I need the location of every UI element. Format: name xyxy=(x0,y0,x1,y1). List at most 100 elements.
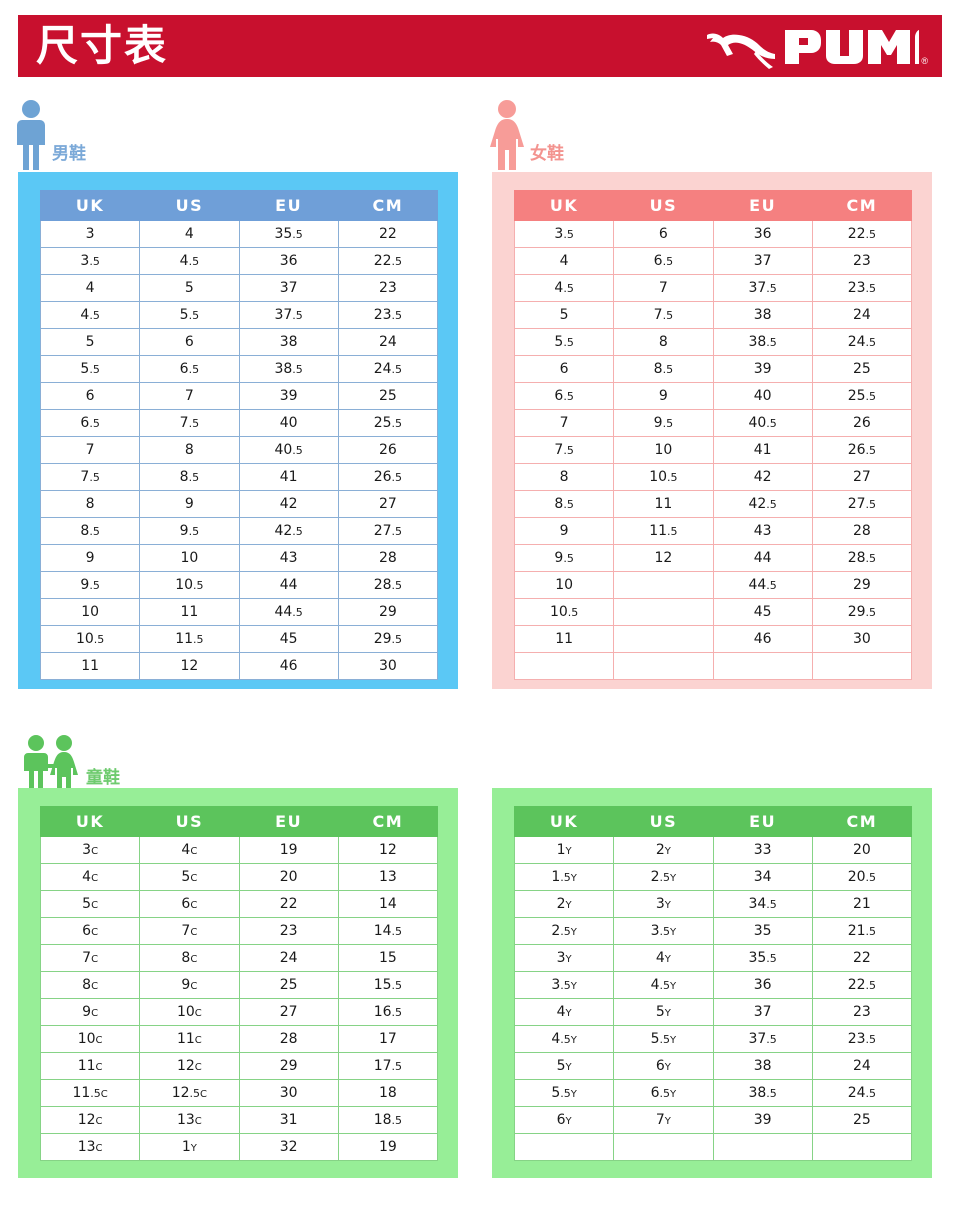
table-cell-us: 4Y xyxy=(613,944,714,972)
table-cell-uk: 8 xyxy=(513,463,615,491)
section-label-men-text: 男鞋 xyxy=(52,144,86,164)
column-header-us: US xyxy=(613,806,714,837)
table-cell-cm: 28.5 xyxy=(337,571,439,599)
table-row: 7 8 40.5 26 xyxy=(39,436,439,464)
table-cell-eu: 38 xyxy=(712,301,813,329)
section-label-men: 男鞋 xyxy=(14,98,86,170)
table-cell-cm: 24 xyxy=(811,301,913,329)
table-cell-eu xyxy=(712,652,813,680)
table-cell-us: 4C xyxy=(139,836,240,864)
table-cell-uk: 9.5 xyxy=(513,544,615,572)
table-cell-uk: 4.5Y xyxy=(513,1025,615,1053)
table-cell-cm: 23.5 xyxy=(337,301,439,329)
table-cell-us: 7.5 xyxy=(613,301,714,329)
table-cell-cm: 24 xyxy=(337,328,439,356)
column-header-uk: UK xyxy=(39,190,141,221)
table-cell-us: 4.5 xyxy=(139,247,240,275)
table-cell-us: 11.5 xyxy=(139,625,240,653)
table-row: 3.5Y 4.5Y 36 22.5 xyxy=(513,971,913,999)
table-row: 6.5 7.5 40 25.5 xyxy=(39,409,439,437)
table-cell-cm: 27 xyxy=(811,463,913,491)
table-cell-us xyxy=(613,652,714,680)
table-row: 6 8.5 39 25 xyxy=(513,355,913,383)
table-cell-uk: 10 xyxy=(513,571,615,599)
section-label-kids: 童鞋 xyxy=(20,722,120,794)
table-cell-cm: 23.5 xyxy=(811,1025,913,1053)
table-row: 4C 5C 20 13 xyxy=(39,863,439,891)
table-row: 4 6.5 37 23 xyxy=(513,247,913,275)
table-cell-uk: 5.5 xyxy=(513,328,615,356)
table-cell-eu: 20 xyxy=(238,863,339,891)
table-row: 1Y 2Y 33 20 xyxy=(513,836,913,864)
table-cell-eu: 19 xyxy=(238,836,339,864)
table-cell-uk: 1Y xyxy=(513,836,615,864)
table-cell-us: 5 xyxy=(139,274,240,302)
table-cell-us: 10 xyxy=(139,544,240,572)
table-cell-eu: 22 xyxy=(238,890,339,918)
table-cell-us: 1Y xyxy=(139,1133,240,1161)
table-cell-eu: 42.5 xyxy=(238,517,339,545)
table-cell-us: 5C xyxy=(139,863,240,891)
column-header-eu: EU xyxy=(712,190,813,221)
table-cell-cm: 22 xyxy=(337,220,439,248)
table-row: 4 5 37 23 xyxy=(39,274,439,302)
table-cell-cm: 28 xyxy=(337,544,439,572)
table-cell-uk: 3 xyxy=(39,220,141,248)
table-cell-uk: 3.5 xyxy=(39,247,141,275)
table-cell-uk: 10.5 xyxy=(513,598,615,626)
table-cell-uk: 9 xyxy=(39,544,141,572)
table-cell-eu: 44.5 xyxy=(238,598,339,626)
table-cell-eu xyxy=(712,1133,813,1161)
table-cell-us: 3Y xyxy=(613,890,714,918)
page-title: 尺寸表 xyxy=(36,21,169,70)
table-cell-us: 4.5Y xyxy=(613,971,714,999)
table-cell-uk: 4C xyxy=(39,863,141,891)
table-cell-eu: 41 xyxy=(238,463,339,491)
table-header-row: UK US EU CM xyxy=(513,190,913,221)
table-cell-cm: 22.5 xyxy=(811,971,913,999)
table-cell-cm: 23.5 xyxy=(811,274,913,302)
table-cell-us: 8 xyxy=(139,436,240,464)
table-row: 3 4 35.5 22 xyxy=(39,220,439,248)
table-cell-cm: 20.5 xyxy=(811,863,913,891)
table-cell-us: 12 xyxy=(139,652,240,680)
column-header-uk: UK xyxy=(513,190,615,221)
table-cell-cm: 30 xyxy=(811,625,913,653)
man-icon xyxy=(17,100,45,170)
table-cell-cm: 12 xyxy=(337,836,439,864)
table-cell-cm: 23 xyxy=(811,998,913,1026)
table-cell-cm: 24 xyxy=(811,1052,913,1080)
table-cell-eu: 25 xyxy=(238,971,339,999)
table-cell-uk xyxy=(513,1133,615,1161)
table-row: 10.5 45 29.5 xyxy=(513,598,913,626)
table-row: 8.5 9.5 42.5 27.5 xyxy=(39,517,439,545)
table-cell-cm: 23 xyxy=(337,274,439,302)
table-cell-cm: 15.5 xyxy=(337,971,439,999)
column-header-uk: UK xyxy=(39,806,141,837)
table-row: 2.5Y 3.5Y 35 21.5 xyxy=(513,917,913,945)
table-header-row: UK US EU CM xyxy=(39,806,439,837)
table-cell-eu: 40.5 xyxy=(712,409,813,437)
puma-logo-svg xyxy=(707,30,920,69)
table-cell-uk: 4.5 xyxy=(513,274,615,302)
table-cell-us: 9 xyxy=(139,490,240,518)
table-cell-cm: 26 xyxy=(811,409,913,437)
table-cell-uk: 5 xyxy=(513,301,615,329)
table-cell-uk: 9.5 xyxy=(39,571,141,599)
table-cell-us: 12C xyxy=(139,1052,240,1080)
table-row: 9.5 12 44 28.5 xyxy=(513,544,913,572)
table-cell-eu: 37.5 xyxy=(238,301,339,329)
column-header-cm: CM xyxy=(337,806,439,837)
table-cell-cm: 24.5 xyxy=(337,355,439,383)
table-cell-uk: 5C xyxy=(39,890,141,918)
men-size-table: UK US EU CM 3 4 35.5 22 3.5 4.5 36 22.5 4 5 37 23 4.… xyxy=(39,190,439,680)
table-cell-eu: 34.5 xyxy=(712,890,813,918)
table-cell-uk: 3Y xyxy=(513,944,615,972)
men-table-frame: UK US EU CM 3 4 35.5 22 3.5 4.5 36 22.5 4 5 37 23 4.… xyxy=(18,172,458,689)
table-cell-us: 6Y xyxy=(613,1052,714,1080)
section-label-women-text: 女鞋 xyxy=(530,144,564,164)
table-cell-us: 8.5 xyxy=(613,355,714,383)
table-cell-cm: 18 xyxy=(337,1079,439,1107)
table-cell-cm: 18.5 xyxy=(337,1106,439,1134)
table-cell-uk: 10C xyxy=(39,1025,141,1053)
